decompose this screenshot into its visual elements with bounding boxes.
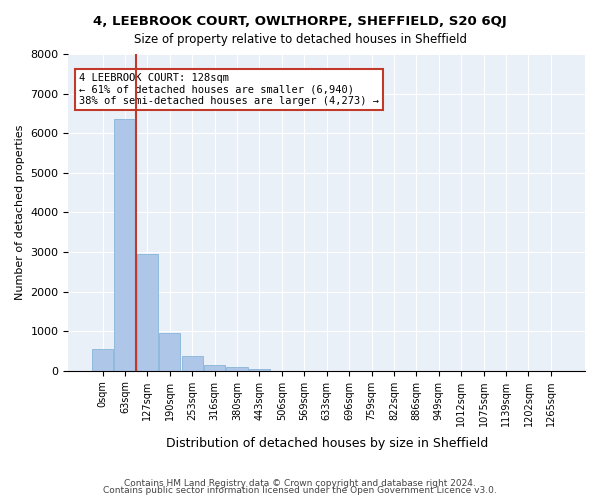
Bar [249,368,270,370]
Text: Contains HM Land Registry data © Crown copyright and database right 2024.: Contains HM Land Registry data © Crown c… [124,478,476,488]
Y-axis label: Number of detached properties: Number of detached properties [15,124,25,300]
Text: Size of property relative to detached houses in Sheffield: Size of property relative to detached ho… [133,32,467,46]
Text: 4, LEEBROOK COURT, OWLTHORPE, SHEFFIELD, S20 6QJ: 4, LEEBROOK COURT, OWLTHORPE, SHEFFIELD,… [93,15,507,28]
Bar [204,365,225,370]
Text: 4 LEEBROOK COURT: 128sqm
← 61% of detached houses are smaller (6,940)
38% of sem: 4 LEEBROOK COURT: 128sqm ← 61% of detach… [79,73,379,106]
Bar [226,368,248,370]
X-axis label: Distribution of detached houses by size in Sheffield: Distribution of detached houses by size … [166,437,488,450]
Bar [92,349,113,370]
Text: Contains public sector information licensed under the Open Government Licence v3: Contains public sector information licen… [103,486,497,495]
Bar [182,356,203,370]
Bar [137,254,158,370]
Bar [159,333,181,370]
Bar [115,120,136,370]
